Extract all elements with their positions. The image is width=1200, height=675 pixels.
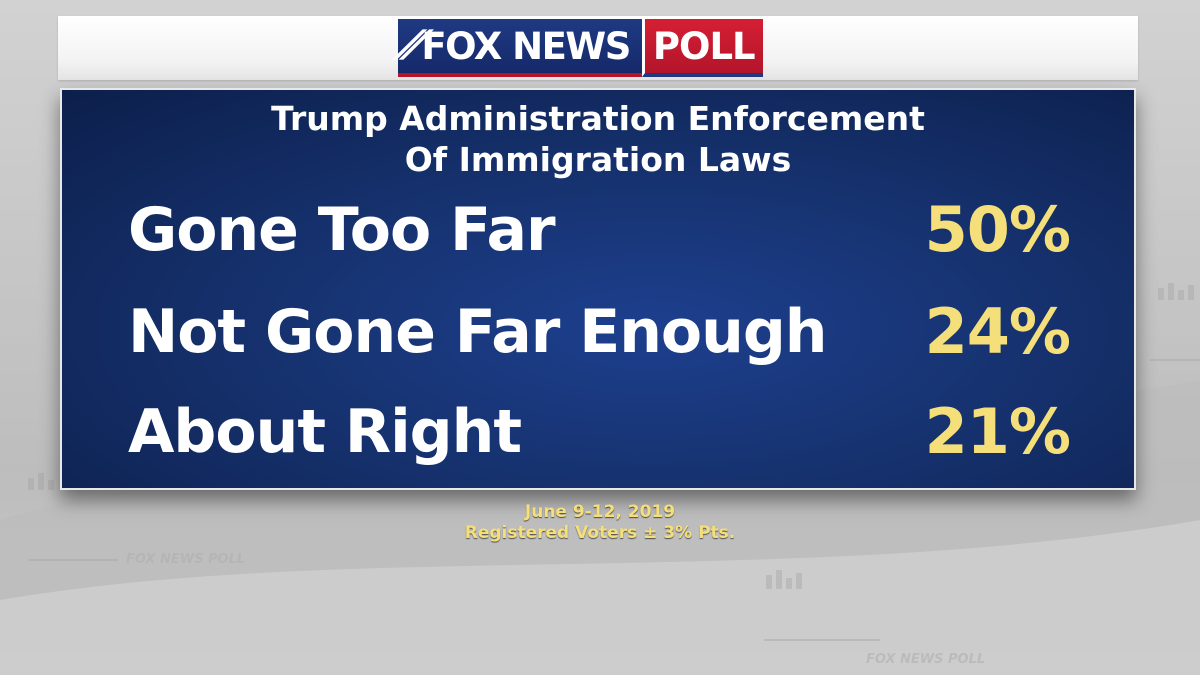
poll-dates: June 9-12, 2019	[524, 502, 676, 522]
watermark-left: FOX NEWS POLL	[126, 552, 245, 567]
result-row-gone-too-far: Gone Too Far 50%	[128, 190, 1071, 270]
result-row-not-gone-far-enough: Not Gone Far Enough 24%	[128, 292, 1071, 372]
watermark-right: FOX NEWS POLL	[866, 652, 985, 667]
poll-title-line-1: Trump Administration Enforcement	[271, 99, 925, 138]
poll-footer: June 9-12, 2019 Registered Voters ± 3% P…	[0, 502, 1200, 544]
result-value: 21%	[924, 395, 1071, 468]
result-label: About Right	[128, 397, 522, 467]
poll-title: Trump Administration Enforcement Of Immi…	[62, 98, 1134, 180]
fox-news-wordmark: ⁄⁄ FOX NEWS	[398, 19, 642, 77]
poll-sample-note: Registered Voters ± 3% Pts.	[464, 523, 736, 543]
result-label: Gone Too Far	[128, 195, 556, 265]
result-row-about-right: About Right 21%	[128, 392, 1071, 472]
fox-news-poll-logo: ⁄⁄ FOX NEWS POLL	[398, 19, 763, 77]
poll-badge: POLL	[641, 19, 763, 77]
poll-title-line-2: Of Immigration Laws	[404, 140, 792, 179]
result-value: 24%	[924, 295, 1071, 368]
poll-results-panel: Trump Administration Enforcement Of Immi…	[60, 88, 1136, 490]
result-label: Not Gone Far Enough	[128, 297, 828, 367]
result-value: 50%	[924, 193, 1071, 266]
network-name: FOX NEWS	[421, 24, 631, 68]
